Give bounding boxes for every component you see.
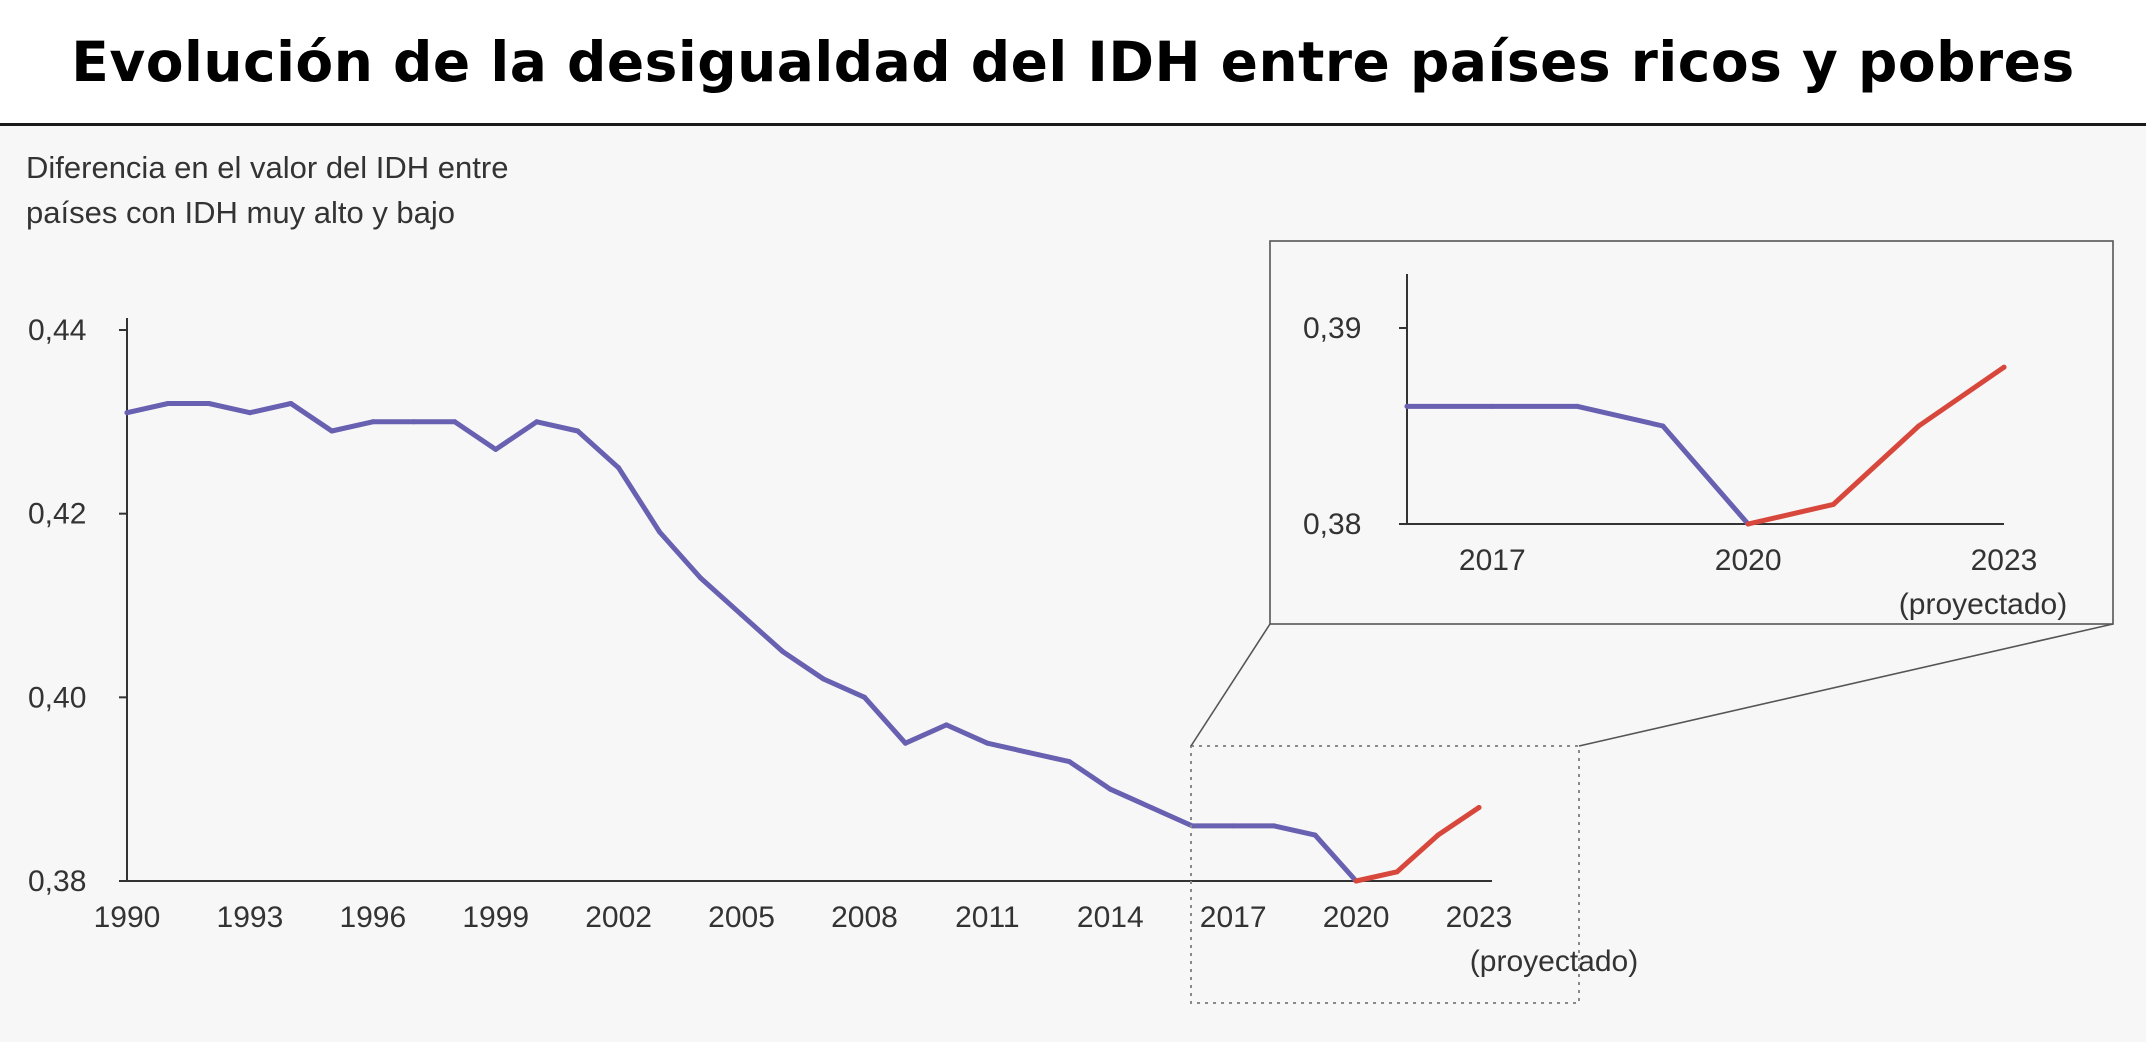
page-title: Evolución de la desigualdad del IDH entr… — [71, 30, 2075, 94]
main-series-historical-line — [124, 401, 1359, 884]
main-series-historical-point — [902, 740, 908, 746]
main-series-historical-point — [329, 428, 335, 434]
main-x-tick-label: 2005 — [708, 901, 775, 934]
main-series-historical-point — [984, 740, 990, 746]
main-series-historical-point — [247, 410, 253, 416]
main-series-historical-point — [493, 446, 499, 452]
main-x-tick-label: 1999 — [462, 901, 529, 934]
main-series-historical-point — [616, 465, 622, 471]
main-series-projected-point — [1394, 869, 1400, 875]
inset-y-tick-label: 0,39 — [1303, 312, 1361, 345]
inset-series-projected-point — [1916, 423, 1922, 429]
main-series-historical-point — [821, 676, 826, 682]
main-series-historical-point — [124, 410, 130, 416]
inset-series-historical-point — [1404, 403, 1410, 409]
inset-panel — [1269, 240, 2114, 625]
title-divider — [0, 123, 2146, 126]
main-series-historical-point — [698, 575, 704, 581]
zoom-connector-right — [1578, 623, 2114, 747]
main-y-tick-label: 0,40 — [28, 681, 86, 714]
main-x-tick-label: 2008 — [831, 901, 898, 934]
inset-chart-lines — [1404, 364, 2007, 527]
main-x-tick-label: 2017 — [1200, 901, 1267, 934]
main-y-tick-label: 0,42 — [28, 498, 86, 531]
main-y-tick-label: 0,44 — [28, 314, 86, 347]
main-series-historical-point — [370, 419, 376, 425]
inset-x-tick-label: 2023 — [1971, 544, 2038, 577]
main-series-historical-point — [780, 648, 785, 654]
main-chart-lines — [124, 401, 1482, 884]
main-series-historical-point — [452, 419, 458, 425]
inset-series-projected-point — [2001, 364, 2007, 370]
main-series-projected-line — [1353, 805, 1482, 884]
main-series-historical-point — [657, 529, 663, 535]
inset-series-projected-point — [1830, 501, 1836, 507]
main-series-historical-point — [206, 401, 212, 406]
main-projected-note: (proyectado) — [1470, 945, 1638, 978]
chart-panel: Diferencia en el valor del IDH entre paí… — [0, 126, 2146, 1042]
main-series-projected-point — [1476, 805, 1482, 810]
main-series-historical-point — [288, 401, 294, 406]
zoom-connector-left — [1190, 623, 1271, 747]
main-x-tick-label: 2023 — [1446, 901, 1513, 934]
main-x-tick-label: 2002 — [585, 901, 652, 934]
inset-series-projected-point — [1745, 521, 1751, 527]
inset-projected-note: (proyectado) — [1899, 588, 2067, 621]
main-series-historical-point — [1025, 749, 1031, 755]
inset-series-historical-point — [1660, 423, 1666, 429]
inset-series-projected-line — [1745, 364, 2007, 527]
main-series-projected-point — [1353, 878, 1359, 884]
main-series-historical-point — [1312, 832, 1318, 838]
main-x-tick-label: 2014 — [1077, 901, 1144, 934]
zoom-region-marker — [1190, 745, 1580, 1004]
main-series-historical-point — [575, 428, 581, 434]
main-series-historical-point — [1230, 823, 1236, 829]
main-x-tick-label: 1990 — [94, 901, 161, 934]
main-series-historical-point — [411, 419, 417, 425]
main-x-tick-label: 2011 — [955, 901, 1020, 934]
inset-series-historical-point — [1575, 403, 1581, 409]
main-series-historical-point — [1107, 786, 1113, 792]
main-x-tick-label: 1996 — [339, 901, 406, 934]
main-series-historical-point — [534, 419, 540, 425]
main-y-tick-label: 0,38 — [28, 865, 86, 898]
inset-chart-axes: 0,39 0,38 2017 2020 2023 (proyectado) — [1303, 274, 2067, 621]
chart-svg: Diferencia en el valor del IDH entre paí… — [26, 150, 2114, 1004]
chart-subtitle-line-2: países con IDH muy alto y bajo — [26, 195, 455, 230]
main-series-historical-point — [165, 401, 171, 406]
main-series-historical-point — [1148, 805, 1154, 810]
inset-x-tick-label: 2017 — [1459, 544, 1526, 577]
main-x-tick-label: 1993 — [217, 901, 284, 934]
main-series-projected-point — [1435, 832, 1441, 838]
main-series-historical-point — [943, 722, 949, 728]
main-series-historical-point — [739, 612, 744, 618]
inset-y-tick-label: 0,38 — [1303, 508, 1361, 541]
main-series-historical-point — [1066, 759, 1072, 765]
inset-series-historical-point — [1489, 403, 1495, 409]
main-series-historical-point — [862, 694, 867, 700]
main-x-tick-label: 2020 — [1323, 901, 1390, 934]
inset-x-tick-label: 2020 — [1715, 544, 1782, 577]
main-series-historical-point — [1271, 823, 1277, 829]
chart-subtitle-line-1: Diferencia en el valor del IDH entre — [26, 150, 508, 185]
